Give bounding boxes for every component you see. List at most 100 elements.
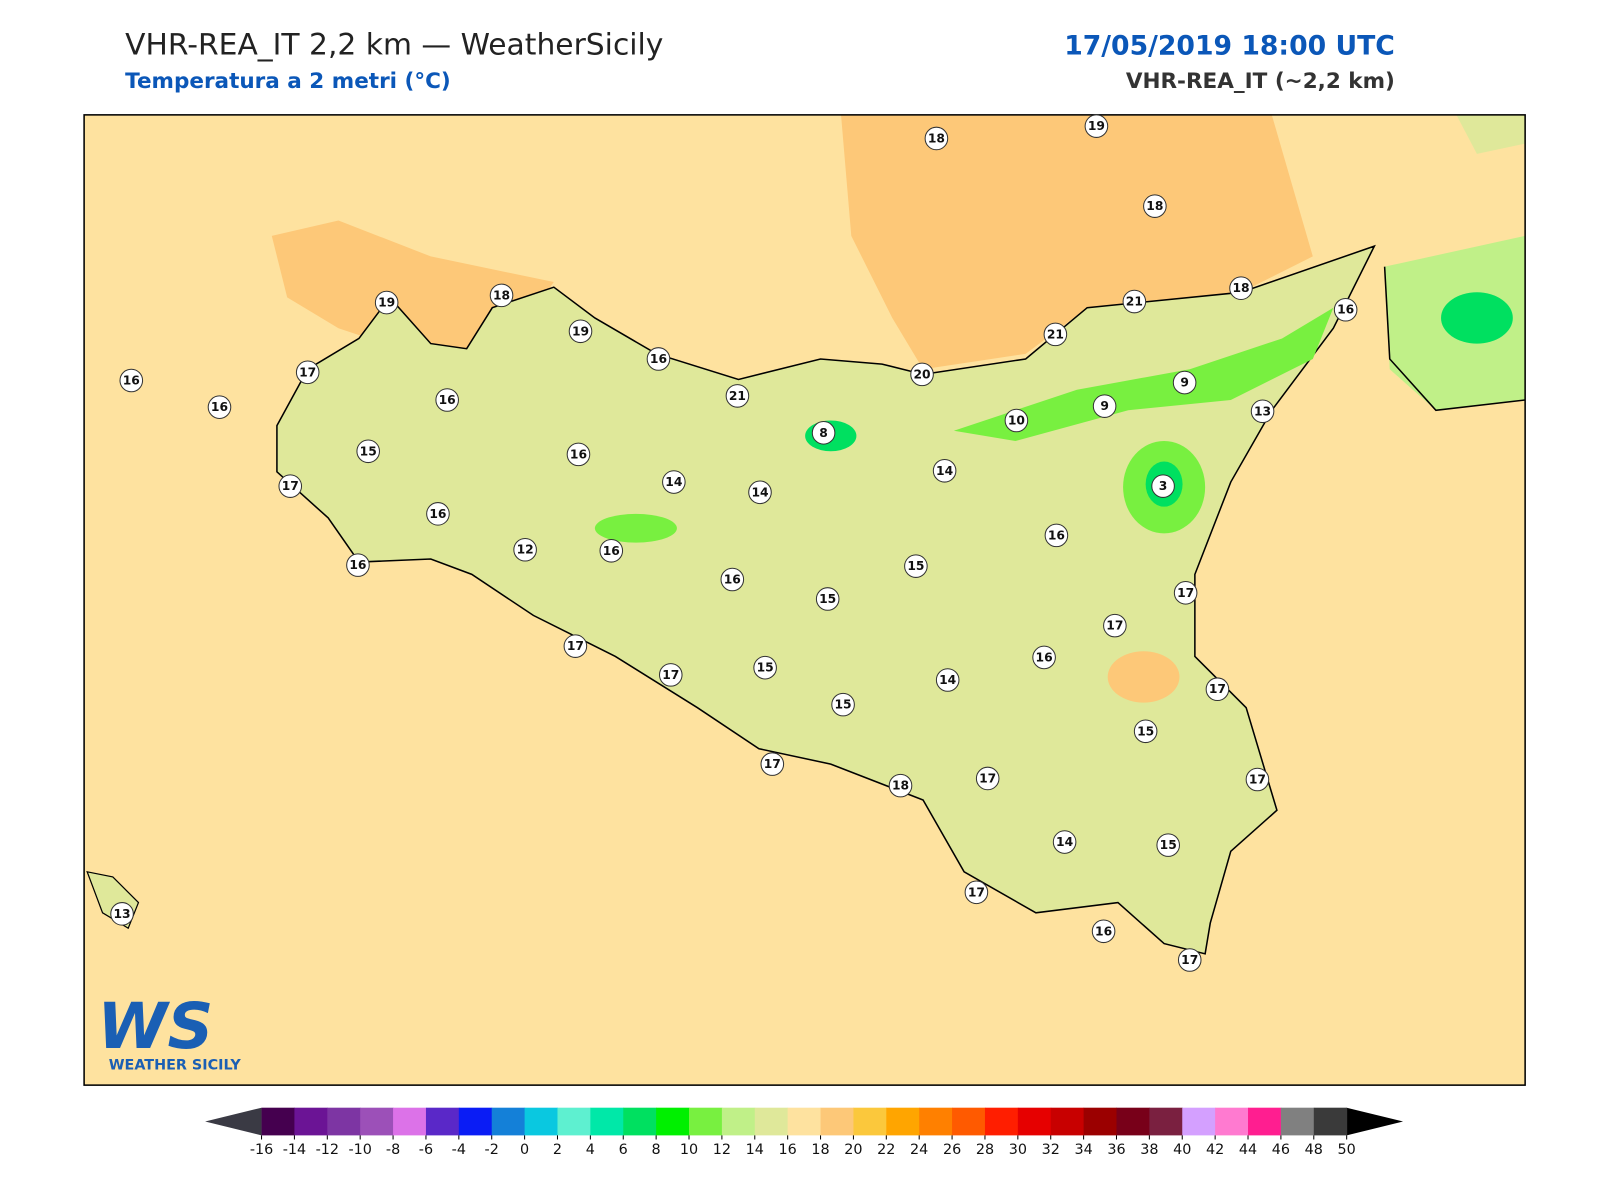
colorbar-swatch [393,1107,427,1136]
station-value: 19 [1088,119,1105,133]
colorbar-tick-label: -8 [386,1142,400,1158]
cool-area [953,307,1334,442]
cold-area [1441,292,1513,344]
station-value: 16 [123,374,140,388]
station-marker [1143,194,1167,218]
station-value: 15 [757,661,774,675]
colorbar-tick-label: 4 [586,1142,595,1158]
station-value: 16 [211,400,228,414]
station-value: 16 [1337,303,1354,317]
station-marker [910,362,934,387]
station-marker [566,442,591,467]
station-value: 13 [113,907,130,921]
colorbar-swatch [689,1107,723,1136]
colorbar-tick-label: 2 [553,1142,562,1158]
station-value: 10 [1008,414,1025,428]
station-value: 9 [1180,376,1189,390]
station-value: 16 [724,572,741,586]
colorbar-swatch [524,1107,558,1136]
station-value: 12 [517,543,534,557]
colorbar-swatch [1116,1107,1150,1136]
station-value: 15 [360,444,377,458]
colorbar-tick-label: 48 [1305,1142,1323,1158]
colorbar-swatch [557,1107,591,1136]
station-marker [904,554,928,578]
colorbar-swatch [886,1107,920,1136]
station-marker [356,439,380,464]
colorbar-tick-label: 22 [877,1142,895,1158]
station-marker [646,347,671,371]
colorbar-swatch [261,1107,295,1136]
colorbar-swatch [623,1107,657,1136]
station-marker [1004,408,1029,433]
colorbar-tick-label: 50 [1338,1142,1356,1158]
station-marker [748,480,772,505]
station-marker [924,126,949,151]
station-value: 18 [928,131,945,145]
warm-area [841,114,1313,370]
station-value: 3 [1159,479,1168,493]
station-value: 18 [1146,199,1163,213]
station-value: 17 [1249,772,1266,786]
station-marker [278,474,303,498]
logo-mark: WS [97,989,213,1063]
station-marker [760,752,785,776]
colorbar-swatch [919,1107,953,1136]
colorbar-tick-label: 10 [680,1142,698,1158]
station-value: 16 [439,393,456,407]
colorbar-tick-label: 24 [910,1142,928,1158]
station-value: 17 [968,885,985,899]
station-marker [1133,719,1158,744]
station-marker [1333,297,1358,322]
colorbar-tick-label: 26 [943,1142,961,1158]
station-value: 18 [493,288,510,302]
colorbar-tick-label: 18 [811,1142,829,1158]
station-value: 19 [378,296,395,310]
station-marker [1032,645,1056,670]
station-marker [599,538,624,563]
station-value: 17 [662,668,679,682]
station-value: 17 [764,757,781,771]
station-marker [831,692,855,717]
station-value: 15 [907,559,924,573]
station-marker [1091,919,1116,944]
station-value: 14 [936,464,953,478]
station-value: 14 [939,673,956,687]
colorbar-swatch [1280,1107,1315,1136]
station-value: 14 [751,485,768,499]
subtitle: Temperatura a 2 metri (°C) [125,69,451,94]
station-value: 16 [1036,650,1053,664]
map-frame [83,114,1526,1086]
station-marker [1043,322,1068,347]
colorbar-swatch [853,1107,887,1136]
colorbar-tick-label: 12 [713,1142,731,1158]
colorbar-tick-label: -6 [419,1142,433,1158]
colorbar-tick-label: 30 [1009,1142,1027,1158]
station-marker [1245,767,1270,792]
station-marker [1103,613,1127,638]
station-marker [815,587,840,611]
colorbar-swatch [721,1107,756,1136]
station-marker [346,553,370,577]
colorbar-swatch [820,1107,854,1136]
station-marker [1052,830,1077,854]
station-marker [489,283,514,308]
colorbar-swatch [656,1107,690,1136]
station-value: 21 [1126,295,1143,309]
station-marker [1205,677,1230,702]
colorbar-over [1346,1107,1404,1136]
station-value: 19 [572,324,589,338]
station-marker [720,567,745,592]
datetime: 17/05/2019 18:00 UTC [1064,30,1395,61]
colorbar-swatch [1083,1107,1118,1136]
colorbar-under [205,1107,262,1136]
station-marker [1250,399,1275,424]
station-marker [1044,523,1069,548]
station-marker [435,388,459,412]
stations: 18 19 18 19 18 19 16 21 20 21 21 18 16 17 16 16 16 15 17 16… [110,114,1358,972]
colorbar-tick-label: -16 [250,1142,273,1158]
station-marker [110,902,134,926]
station-marker [1092,394,1117,418]
colorbar-swatch [360,1107,394,1136]
